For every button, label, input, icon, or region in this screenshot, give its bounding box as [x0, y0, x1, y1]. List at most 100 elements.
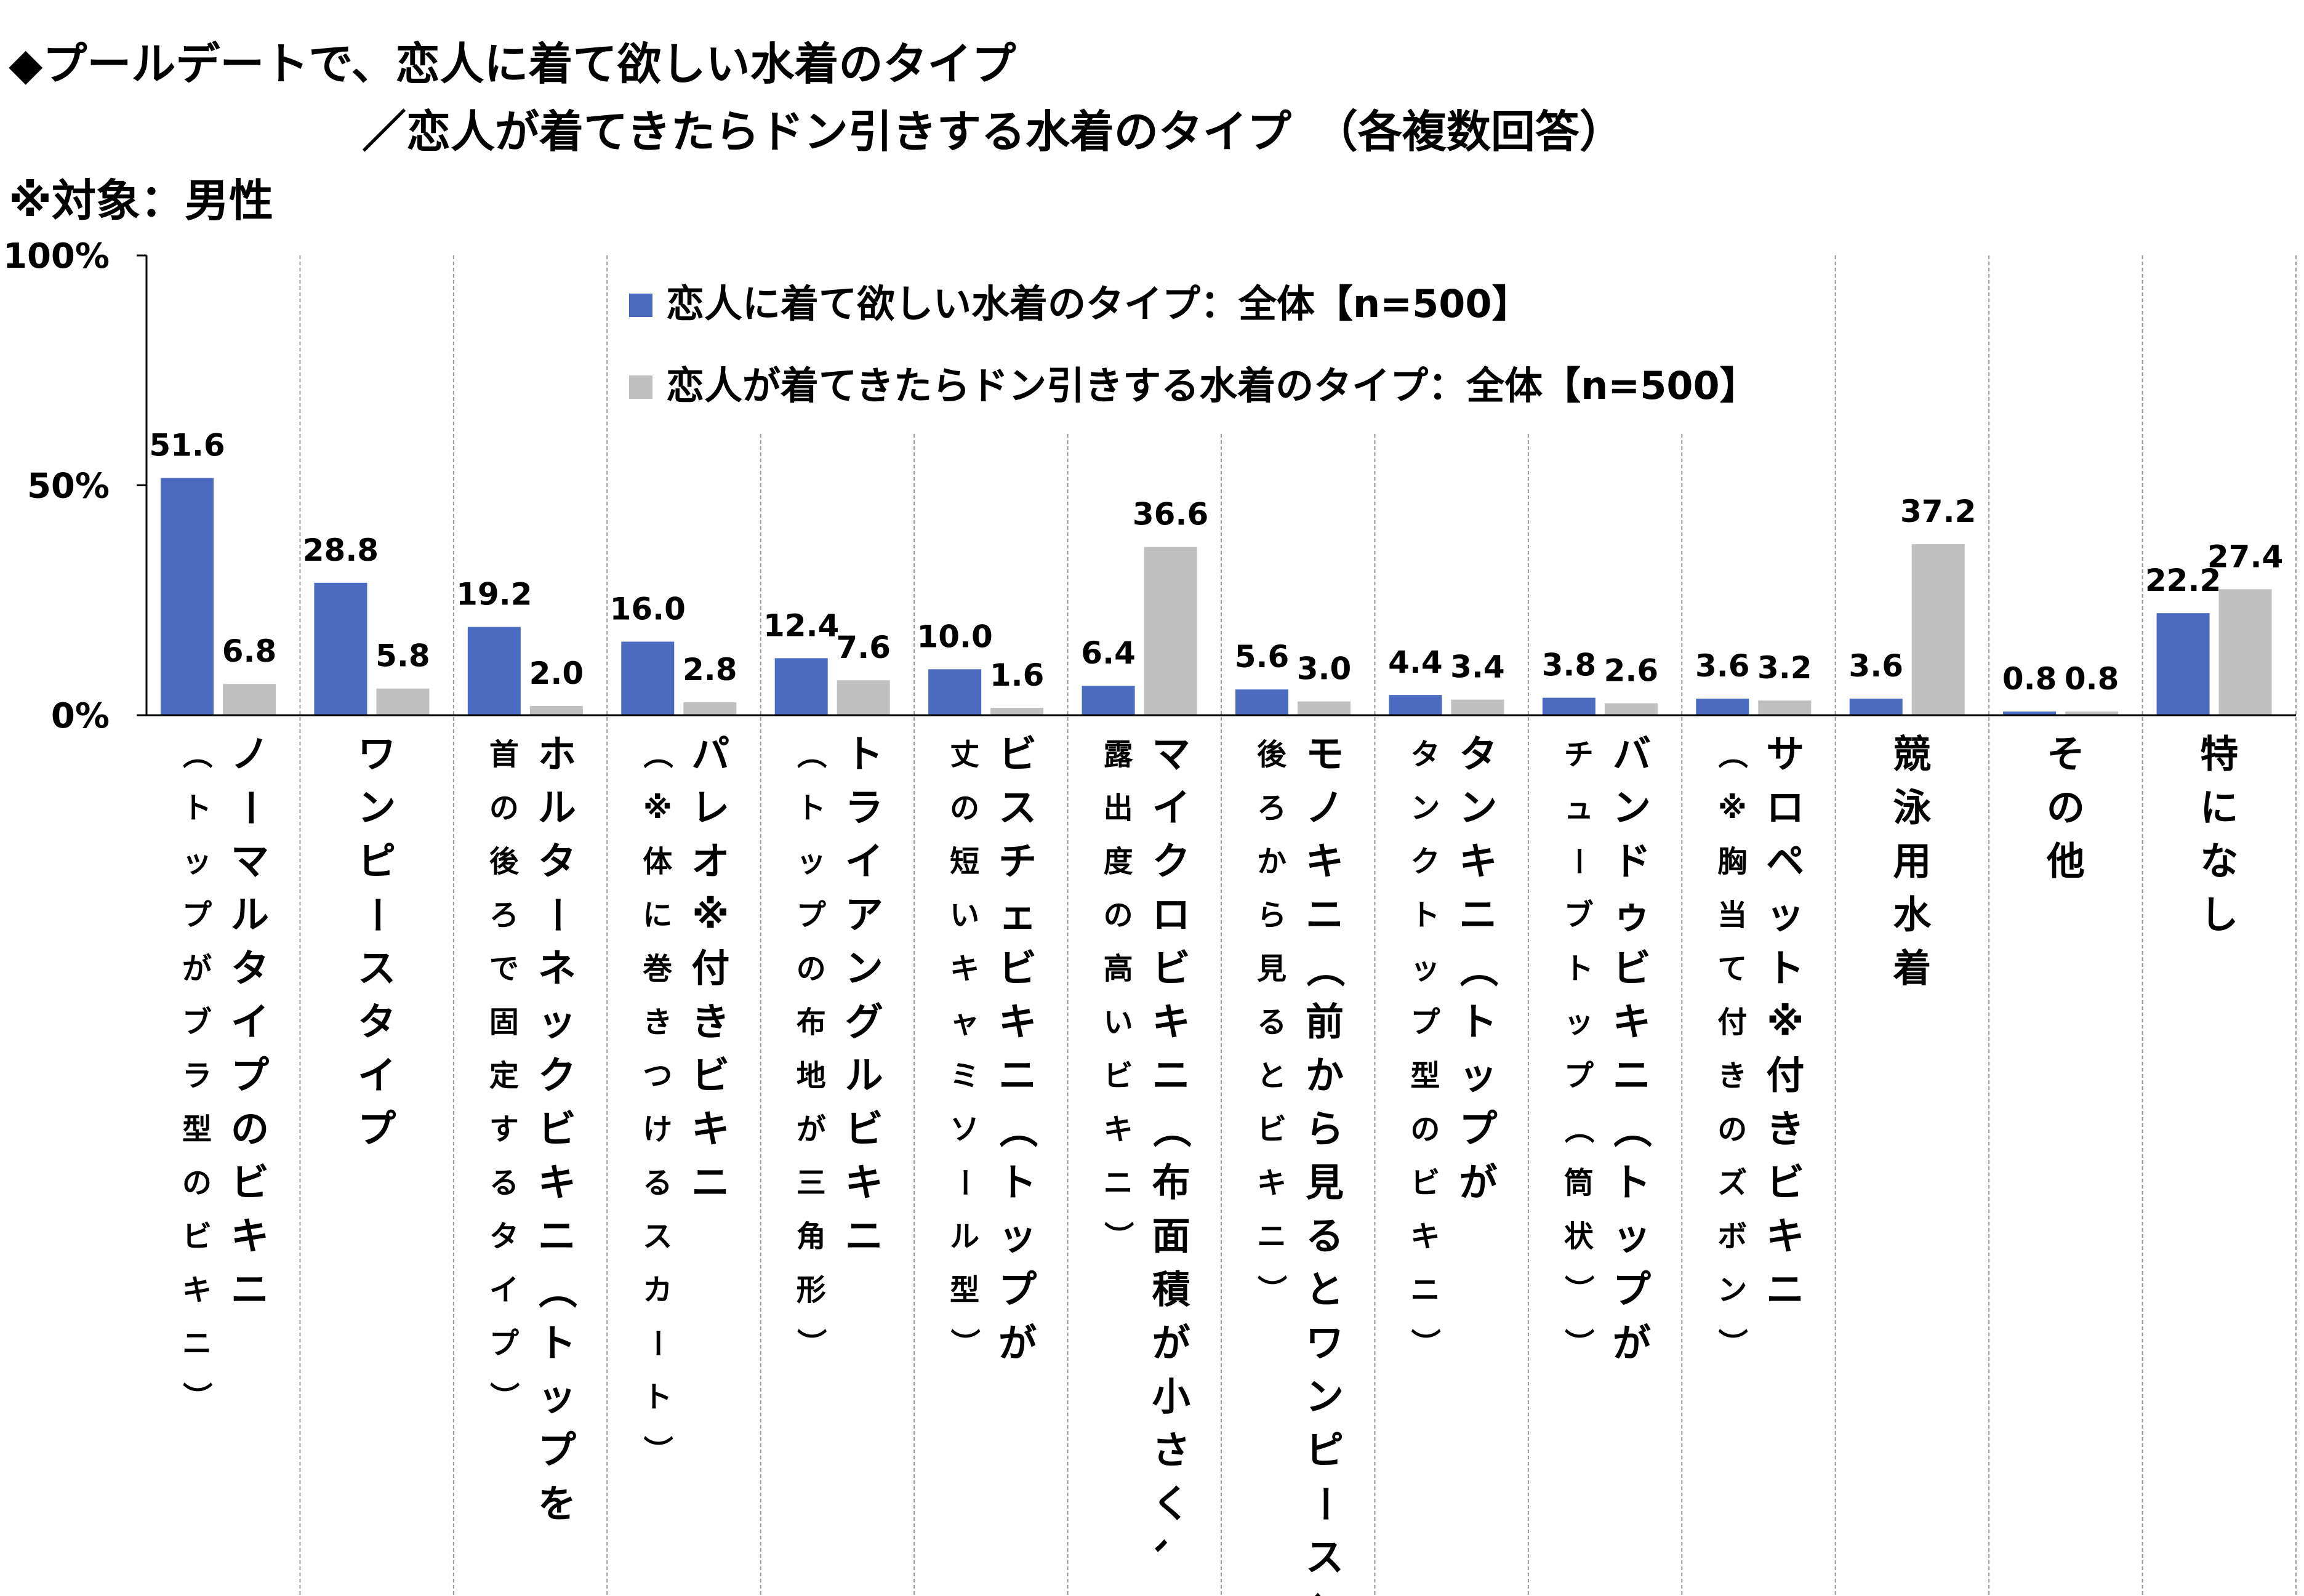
category-label-5-sub-char-3: ッ — [797, 844, 826, 879]
category-label-3-main-char-10: ニ — [538, 1214, 576, 1259]
category-label-8-main-char-12: ワ — [1306, 1321, 1344, 1366]
category-label-11-sub-char-6: 付 — [1717, 1005, 1747, 1040]
category-label-7-main-char-13: 小 — [1152, 1374, 1190, 1419]
category-label-1-sub-char-2: ト — [182, 791, 212, 825]
category-label-7-main-char-8: （ — [1149, 1110, 1194, 1148]
category-label-11-main-char-1: サ — [1766, 732, 1804, 777]
bar-s2-5 — [837, 680, 890, 715]
chart-title-line1: ◆プールデートで、恋人に着て欲しい水着のタイプ — [9, 38, 1016, 90]
category-label-10-sub-char-3: ー — [1561, 846, 1596, 876]
category-label-11-sub-char-9: ズ — [1717, 1166, 1747, 1200]
category-label-4-main-char-8: キ — [691, 1107, 729, 1152]
category-label-11-main-char-9: ビ — [1766, 1160, 1804, 1205]
category-label-1-sub-char-11: キ — [182, 1273, 212, 1307]
category-label-5-main-char-9: キ — [845, 1160, 883, 1205]
category-label-9-sub-char-1: タ — [1410, 737, 1440, 772]
category-label-6-main-char-12: が — [998, 1321, 1037, 1366]
category-label-5-sub-char-2: ト — [797, 791, 826, 825]
data-label-s2-13: 0.8 — [2065, 661, 2119, 697]
bar-s1-9 — [1389, 695, 1442, 715]
category-label-11-sub-char-11: ン — [1717, 1273, 1747, 1307]
category-label-5-sub-char-4: プ — [797, 898, 826, 932]
bar-s2-11 — [1758, 700, 1812, 715]
category-label-10-main-char-12: が — [1613, 1321, 1651, 1366]
category-label-9-sub-char-6: プ — [1410, 1005, 1440, 1040]
data-label-s1-10: 3.8 — [1542, 648, 1597, 683]
category-label-10-sub-char-10: 状 — [1564, 1219, 1594, 1254]
category-label-4-main-char-7: ビ — [691, 1053, 729, 1098]
data-label-s2-12: 37.2 — [1900, 494, 1976, 529]
category-label-7-main-char-14: さ — [1152, 1428, 1190, 1473]
category-label-1-sub-char-8: 型 — [182, 1112, 212, 1147]
bar-s1-8 — [1235, 689, 1288, 715]
category-label-5-sub-char-10: 角 — [797, 1219, 826, 1254]
category-label-8-main-char-8: ら — [1306, 1107, 1344, 1152]
category-label-11-main-char-5: ト — [1766, 946, 1804, 991]
category-label-4-main-char-3: オ — [691, 839, 729, 884]
category-label-11-main-char-3: ペ — [1766, 839, 1804, 884]
category-label-7-main-char-2: イ — [1152, 785, 1190, 830]
category-label-8-sub-char-10: ニ — [1257, 1219, 1286, 1254]
category-label-1-main-char-4: ル — [231, 892, 269, 937]
data-label-s2-14: 27.4 — [2207, 539, 2283, 574]
category-label-2-main-char-1: ワ — [358, 732, 396, 777]
bar-s2-2 — [376, 688, 430, 715]
category-label-1-main-char-2: ー — [227, 788, 272, 827]
category-label-3-sub-char-1: 首 — [489, 737, 519, 772]
category-label-10-sub-char-6: ッ — [1564, 1005, 1594, 1040]
category-label-1-main-char-11: ニ — [231, 1267, 269, 1312]
category-label-10-sub-char-12: ） — [1561, 1328, 1596, 1358]
category-label-9-sub-char-11: ニ — [1410, 1273, 1440, 1307]
data-label-s1-7: 6.4 — [1081, 635, 1136, 671]
category-label-7-main-char-12: が — [1152, 1321, 1190, 1366]
category-label-1-sub-char-13: ） — [179, 1382, 214, 1411]
category-label-14-main-char-2: に — [2200, 785, 2238, 830]
category-label-3-main-char-14: プ — [538, 1428, 576, 1473]
category-label-11-sub-char-4: 当 — [1717, 898, 1747, 932]
category-label-6-main-char-3: チ — [998, 839, 1037, 884]
bar-s2-9 — [1451, 699, 1504, 715]
category-label-4-main-char-4: ※ — [692, 892, 729, 937]
category-label-10-sub-char-5: ト — [1564, 952, 1594, 986]
category-label-10-main-char-10: ッ — [1613, 1214, 1651, 1259]
y-tick-label-3: 100% — [3, 236, 110, 276]
data-label-s1-3: 19.2 — [456, 577, 532, 612]
category-label-4-sub-char-1: （ — [640, 739, 674, 769]
category-label-7-main-char-11: 積 — [1152, 1267, 1190, 1312]
bar-s2-4 — [683, 702, 737, 715]
category-label-3-sub-char-8: す — [489, 1112, 519, 1147]
category-label-10-main-char-3: ド — [1613, 839, 1651, 884]
category-label-1-sub-char-4: プ — [182, 898, 212, 932]
category-label-6-sub-char-12: ） — [947, 1328, 981, 1358]
bars — [161, 478, 2272, 715]
category-label-5-main-char-10: ニ — [845, 1214, 883, 1259]
bar-s2-6 — [990, 708, 1044, 715]
category-label-2-main-char-2: ン — [358, 785, 396, 830]
category-label-8-sub-char-8: ビ — [1257, 1112, 1286, 1147]
category-label-3-main-char-6: ッ — [538, 1000, 576, 1045]
data-label-s2-1: 6.8 — [222, 633, 277, 669]
bar-s1-10 — [1542, 697, 1596, 715]
category-label-4-sub-char-6: き — [643, 1005, 672, 1040]
category-label-7-sub-char-4: の — [1104, 898, 1133, 932]
category-label-6-sub-char-8: ソ — [950, 1112, 979, 1147]
data-label-s2-9: 3.4 — [1450, 649, 1505, 685]
category-label-14-main-char-3: な — [2200, 839, 2238, 884]
category-label-4-sub-char-14: ） — [640, 1435, 674, 1465]
category-label-7-sub-char-3: 度 — [1104, 844, 1133, 879]
y-tick-label-1: 0% — [51, 696, 110, 736]
category-label-7-main-char-15: く — [1152, 1482, 1190, 1526]
bar-s2-10 — [1604, 703, 1658, 715]
bar-s2-13 — [2065, 712, 2119, 715]
category-label-8-main-char-9: 見 — [1306, 1160, 1344, 1205]
category-label-7-main-char-3: ク — [1152, 839, 1190, 884]
category-label-8-main-char-14: ピ — [1306, 1428, 1344, 1473]
category-label-6-main-char-6: キ — [998, 1000, 1037, 1045]
